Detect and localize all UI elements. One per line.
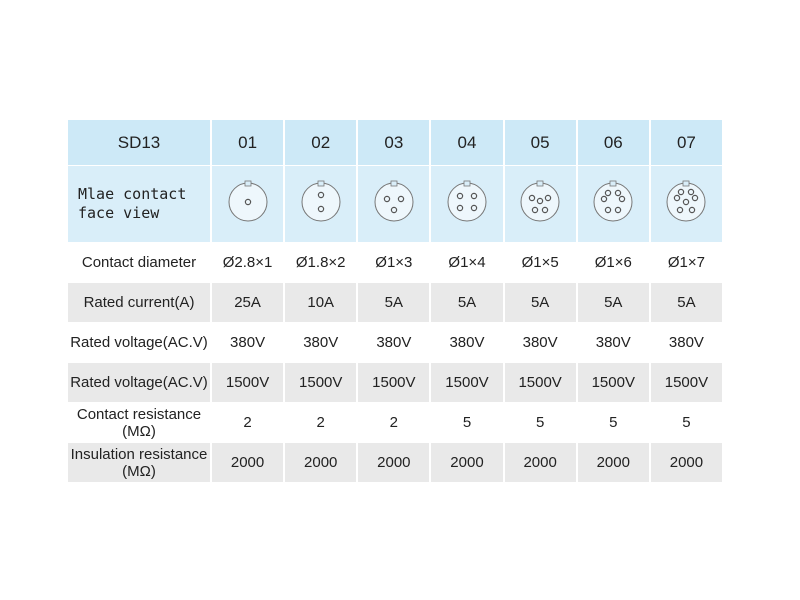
connector-face-icon xyxy=(447,180,487,222)
row-value: 380V xyxy=(357,322,432,363)
spec-table: SD13 01 02 03 04 05 06 07 Mlae contact face view C… xyxy=(68,120,725,483)
header-label: SD13 xyxy=(68,120,212,166)
data-row: Rated voltage(AC.V) 380V 380V 380V 380V 380V 3… xyxy=(68,322,725,363)
header-row: SD13 01 02 03 04 05 06 07 xyxy=(68,120,725,166)
row-value: 2 xyxy=(211,402,286,443)
row-value: 1500V xyxy=(357,362,432,403)
face-label-line: Mlae contact xyxy=(78,185,187,203)
row-label: Rated voltage(AC.V) xyxy=(68,322,212,363)
face-view-cell xyxy=(503,165,578,243)
row-value: 380V xyxy=(503,322,578,363)
row-value: 5A xyxy=(576,282,651,323)
row-value: 5 xyxy=(430,402,505,443)
row-value: 2 xyxy=(284,402,359,443)
connector-face-icon xyxy=(228,180,268,222)
header-cell: 04 xyxy=(430,120,505,166)
header-cell: 05 xyxy=(503,120,578,166)
face-label: Mlae contact face view xyxy=(68,165,212,243)
row-value: Ø1×7 xyxy=(649,242,725,283)
face-view-cell xyxy=(211,165,286,243)
row-label: Rated voltage(AC.V) xyxy=(68,362,212,403)
row-value: 380V xyxy=(576,322,651,363)
row-value: 380V xyxy=(430,322,505,363)
row-label: Contact diameter xyxy=(68,242,212,283)
row-value: 2000 xyxy=(284,442,359,483)
data-row: Rated voltage(AC.V) 1500V 1500V 1500V 1500V 1… xyxy=(68,362,725,403)
connector-face-icon xyxy=(520,180,560,222)
row-value: 5 xyxy=(576,402,651,443)
row-value: 5A xyxy=(649,282,725,323)
row-value: 5 xyxy=(503,402,578,443)
row-value: 2 xyxy=(357,402,432,443)
row-value: 1500V xyxy=(503,362,578,403)
data-row: Insulation resistance (MΩ) 2000 2000 2000 20… xyxy=(68,442,725,483)
face-view-cell xyxy=(430,165,505,243)
row-value: 1500V xyxy=(284,362,359,403)
row-value: Ø1×6 xyxy=(576,242,651,283)
row-value: 1500V xyxy=(430,362,505,403)
row-value: 5A xyxy=(430,282,505,323)
table-body: SD13 01 02 03 04 05 06 07 Mlae contact face view C… xyxy=(68,120,725,483)
row-value: 1500V xyxy=(649,362,725,403)
row-value: 5 xyxy=(649,402,725,443)
face-view-cell xyxy=(649,165,725,243)
row-value: Ø1×4 xyxy=(430,242,505,283)
row-value: 1500V xyxy=(576,362,651,403)
row-value: 5A xyxy=(357,282,432,323)
header-cell: 01 xyxy=(211,120,286,166)
row-value: Ø2.8×1 xyxy=(211,242,286,283)
row-value: Ø1×3 xyxy=(357,242,432,283)
row-value: Ø1×5 xyxy=(503,242,578,283)
header-cell: 06 xyxy=(576,120,651,166)
row-value: 380V xyxy=(284,322,359,363)
row-label: Rated current(A) xyxy=(68,282,212,323)
connector-face-icon xyxy=(666,180,706,222)
row-value: 2000 xyxy=(576,442,651,483)
row-label: Insulation resistance (MΩ) xyxy=(68,442,212,483)
data-row: Contact diameter Ø2.8×1 Ø1.8×2 Ø1×3 Ø1×4 Ø1×5… xyxy=(68,242,725,283)
row-value: 2000 xyxy=(503,442,578,483)
connector-face-icon xyxy=(374,180,414,222)
row-value: 1500V xyxy=(211,362,286,403)
row-value: 380V xyxy=(649,322,725,363)
face-view-cell xyxy=(576,165,651,243)
row-value: 5A xyxy=(503,282,578,323)
row-value: 25A xyxy=(211,282,286,323)
connector-face-icon xyxy=(593,180,633,222)
data-row: Contact resistance (MΩ) 2 2 2 5 5 5 5 xyxy=(68,402,725,443)
face-view-cell xyxy=(284,165,359,243)
row-label: Contact resistance (MΩ) xyxy=(68,402,212,443)
row-value: 2000 xyxy=(211,442,286,483)
row-value: 10A xyxy=(284,282,359,323)
spec-table-wrap: SD13 01 02 03 04 05 06 07 Mlae contact face view C… xyxy=(68,120,725,483)
row-value: 2000 xyxy=(430,442,505,483)
face-row: Mlae contact face view xyxy=(68,165,725,243)
header-cell: 03 xyxy=(357,120,432,166)
row-value: Ø1.8×2 xyxy=(284,242,359,283)
row-value: 380V xyxy=(211,322,286,363)
data-row: Rated current(A) 25A 10A 5A 5A 5A 5A 5A xyxy=(68,282,725,323)
header-cell: 02 xyxy=(284,120,359,166)
face-view-cell xyxy=(357,165,432,243)
row-value: 2000 xyxy=(357,442,432,483)
row-value: 2000 xyxy=(649,442,725,483)
header-cell: 07 xyxy=(649,120,725,166)
face-label-line: face view xyxy=(78,204,160,222)
connector-face-icon xyxy=(301,180,341,222)
